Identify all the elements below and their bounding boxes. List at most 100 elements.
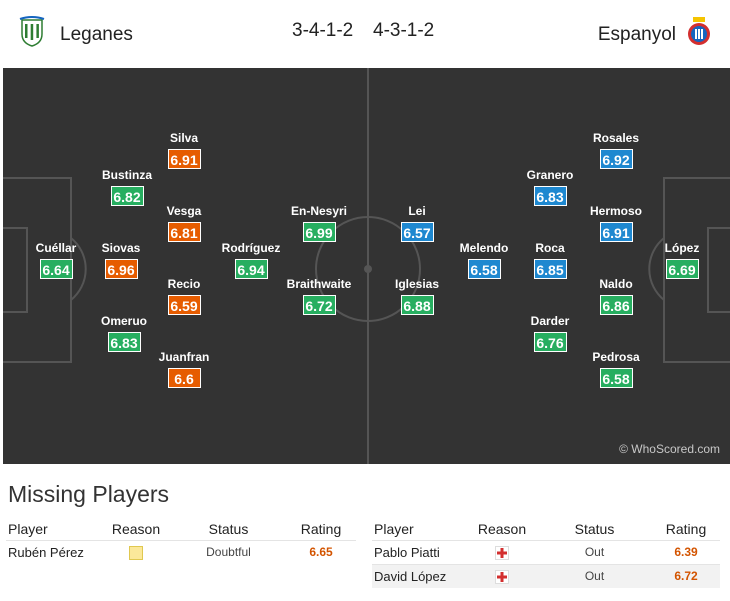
player-rating: 6.85: [533, 259, 567, 279]
whoscored-watermark: © WhoScored.com: [619, 442, 720, 456]
missing-status: Out: [537, 539, 652, 564]
home-player[interactable]: Vesga 6.81: [139, 204, 229, 243]
away-player[interactable]: López 6.69: [637, 241, 727, 280]
player-rating: 6.76: [533, 332, 567, 352]
away-player[interactable]: Darder 6.76: [505, 314, 595, 353]
away-team-name[interactable]: Espanyol: [597, 23, 676, 45]
player-rating: 6.58: [599, 368, 633, 388]
away-player[interactable]: Hermoso 6.91: [571, 204, 661, 243]
home-player[interactable]: Bustinza 6.82: [82, 168, 172, 207]
leganes-crest-icon: [16, 16, 48, 53]
player-rating: 6.6: [167, 368, 201, 388]
player-rating: 6.92: [599, 149, 633, 169]
home-player[interactable]: Silva 6.91: [139, 131, 229, 170]
player-rating: 6.99: [302, 222, 336, 242]
player-name[interactable]: Silva: [169, 131, 199, 145]
player-name[interactable]: Juanfran: [158, 350, 210, 364]
missing-reason: [467, 539, 537, 564]
match-header: Leganes 3-4-1-2 4-3-1-2 Espanyol: [0, 0, 730, 64]
column-header-reason: Reason: [477, 520, 527, 537]
away-player[interactable]: Melendo 6.58: [439, 241, 529, 280]
away-player[interactable]: Roca 6.85: [505, 241, 595, 280]
player-rating: 6.57: [400, 222, 434, 242]
pitch: Cuéllar 6.64 Bustinza 6.82 Siovas 6.96 Omeruo 6…: [3, 68, 730, 464]
away-team[interactable]: Espanyol: [598, 16, 712, 53]
player-rating: 6.96: [104, 259, 138, 279]
player-name[interactable]: Roca: [535, 241, 565, 255]
home-player[interactable]: Omeruo 6.83: [79, 314, 169, 353]
home-player[interactable]: En-Nesyri 6.99: [274, 204, 364, 243]
away-player[interactable]: Iglesias 6.88: [372, 277, 462, 316]
home-formation: 3-4-1-2: [292, 20, 354, 41]
missing-player-name[interactable]: Rubén Pérez: [6, 539, 101, 564]
player-rating: 6.86: [599, 295, 633, 315]
table-row[interactable]: Rubén Pérez Doubtful 6.65: [6, 539, 356, 564]
player-name[interactable]: Granero: [526, 168, 574, 182]
player-rating: 6.72: [302, 295, 336, 315]
player-name[interactable]: Rosales: [592, 131, 640, 145]
player-name[interactable]: Vesga: [166, 204, 202, 218]
player-rating: 6.58: [467, 259, 501, 279]
table-row[interactable]: Pablo Piatti Out 6.39: [372, 539, 720, 564]
missing-reason: [101, 539, 171, 564]
player-name[interactable]: Bustinza: [101, 168, 152, 182]
missing-players-title: Missing Players: [8, 481, 170, 507]
player-name[interactable]: En-Nesyri: [290, 204, 348, 218]
table-row[interactable]: David López Out 6.72: [372, 563, 720, 588]
player-rating: 6.83: [107, 332, 141, 352]
player-name[interactable]: Recio: [167, 277, 201, 291]
column-header-reason: Reason: [111, 520, 161, 537]
player-name[interactable]: Braithwaite: [286, 277, 352, 291]
player-name[interactable]: Rodríguez: [221, 241, 281, 255]
player-name[interactable]: Iglesias: [394, 277, 440, 291]
player-rating: 6.82: [110, 186, 144, 206]
home-player[interactable]: Cuéllar 6.64: [11, 241, 101, 280]
player-rating: 6.91: [599, 222, 633, 242]
missing-player-name[interactable]: David López: [372, 563, 467, 588]
home-team[interactable]: Leganes: [16, 16, 133, 53]
player-rating: 6.81: [167, 222, 201, 242]
column-header-rating: Rating: [300, 520, 342, 537]
espanyol-crest-icon: [686, 16, 712, 53]
missing-rating: 6.39: [652, 539, 720, 564]
away-formation: 4-3-1-2: [373, 20, 435, 41]
player-name[interactable]: Lei: [408, 204, 426, 218]
missing-status: Out: [537, 563, 652, 588]
player-name[interactable]: Cuéllar: [35, 241, 77, 255]
away-missing-table: Player Reason Status Rating Pablo Piatti…: [372, 518, 720, 588]
home-player[interactable]: Braithwaite 6.72: [274, 277, 364, 316]
column-header-player: Player: [8, 520, 48, 537]
home-player[interactable]: Recio 6.59: [139, 277, 229, 316]
away-player[interactable]: Naldo 6.86: [571, 277, 661, 316]
player-name[interactable]: Siovas: [101, 241, 141, 255]
missing-status: Doubtful: [171, 539, 286, 564]
home-team-name[interactable]: Leganes: [60, 23, 133, 45]
player-name[interactable]: Hermoso: [589, 204, 642, 218]
player-rating: 6.94: [234, 259, 268, 279]
yellow-square-icon: [129, 546, 143, 561]
player-name[interactable]: Naldo: [599, 277, 633, 291]
column-header-rating: Rating: [665, 520, 707, 537]
red-cross-icon: [495, 545, 509, 560]
away-player[interactable]: Granero 6.83: [505, 168, 595, 207]
player-name[interactable]: Pedrosa: [592, 350, 640, 364]
player-rating: 6.64: [39, 259, 73, 279]
player-name[interactable]: Melendo: [459, 241, 509, 255]
away-player[interactable]: Pedrosa 6.58: [571, 350, 661, 389]
away-player[interactable]: Lei 6.57: [372, 204, 462, 243]
missing-rating: 6.72: [652, 563, 720, 588]
missing-player-name[interactable]: Pablo Piatti: [372, 539, 467, 564]
player-rating: 6.69: [665, 259, 699, 279]
red-cross-icon: [495, 570, 509, 585]
home-player[interactable]: Juanfran 6.6: [139, 350, 229, 389]
home-player[interactable]: Rodríguez 6.94: [206, 241, 296, 280]
player-name[interactable]: Darder: [530, 314, 570, 328]
home-player[interactable]: Siovas 6.96: [76, 241, 166, 280]
column-header-status: Status: [574, 520, 615, 537]
player-name[interactable]: López: [664, 241, 700, 255]
column-header-player: Player: [374, 520, 414, 537]
column-header-status: Status: [208, 520, 249, 537]
away-player[interactable]: Rosales 6.92: [571, 131, 661, 170]
player-name[interactable]: Omeruo: [100, 314, 147, 328]
home-missing-table: Player Reason Status Rating Rubén Pérez …: [6, 518, 356, 564]
